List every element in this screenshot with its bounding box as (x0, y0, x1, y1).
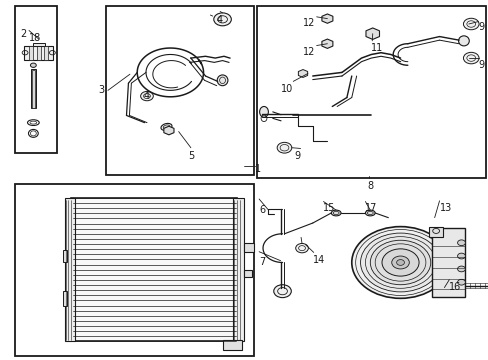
Ellipse shape (365, 210, 374, 216)
Bar (15, 6, 57, 153)
Text: 11: 11 (370, 43, 383, 53)
Ellipse shape (330, 210, 340, 216)
Bar (33, 42, 44, 46)
Text: 12: 12 (303, 18, 315, 28)
Bar (24, 46, 53, 60)
Text: 18: 18 (28, 33, 41, 43)
Circle shape (391, 256, 408, 269)
Polygon shape (321, 14, 332, 23)
Text: 16: 16 (448, 282, 461, 292)
Polygon shape (365, 28, 379, 40)
Text: 15: 15 (322, 203, 334, 213)
Bar (105, 6, 254, 175)
Bar (244, 270, 251, 277)
Circle shape (457, 266, 465, 272)
Bar (428, 227, 443, 237)
Bar (71, 198, 237, 341)
Ellipse shape (259, 107, 268, 117)
Text: 8: 8 (366, 181, 373, 191)
Ellipse shape (217, 75, 227, 86)
Text: 17: 17 (365, 203, 377, 213)
Bar (233, 198, 244, 341)
Bar (29, 46, 33, 60)
Text: 5: 5 (188, 150, 194, 161)
Text: 7: 7 (259, 257, 265, 267)
Text: 12: 12 (303, 46, 315, 57)
Polygon shape (298, 69, 307, 77)
Polygon shape (163, 126, 174, 135)
Circle shape (351, 226, 448, 298)
Bar (244, 243, 253, 252)
Circle shape (360, 233, 440, 292)
Text: 4: 4 (216, 15, 223, 25)
Circle shape (457, 253, 465, 259)
Bar (62, 250, 67, 262)
Circle shape (141, 91, 153, 101)
Circle shape (463, 52, 478, 64)
Ellipse shape (458, 36, 468, 46)
Bar (256, 6, 485, 178)
Circle shape (213, 13, 231, 26)
Bar (44, 46, 48, 60)
Circle shape (381, 249, 418, 276)
Circle shape (463, 18, 478, 30)
Text: 2: 2 (20, 30, 26, 39)
Bar (431, 228, 465, 297)
Text: 13: 13 (439, 203, 451, 213)
Bar (37, 46, 41, 60)
Circle shape (295, 243, 308, 253)
Bar (31, 69, 36, 108)
Text: 3: 3 (98, 85, 104, 95)
Circle shape (457, 279, 465, 285)
Text: 9: 9 (477, 60, 484, 70)
Text: 1: 1 (255, 164, 261, 174)
Bar (222, 339, 242, 350)
Circle shape (30, 63, 36, 67)
Text: 14: 14 (312, 255, 325, 265)
Circle shape (369, 240, 430, 285)
Text: 4: 4 (144, 91, 150, 101)
Text: 9: 9 (477, 22, 484, 32)
Circle shape (396, 260, 404, 265)
Text: 6: 6 (259, 205, 264, 215)
Bar (32, 69, 35, 108)
Ellipse shape (161, 123, 172, 130)
Bar (64, 198, 75, 341)
Text: 9: 9 (294, 150, 300, 161)
Text: 10: 10 (281, 84, 293, 94)
Bar (62, 291, 67, 306)
Polygon shape (321, 39, 332, 48)
Circle shape (457, 240, 465, 246)
Circle shape (277, 142, 291, 153)
Bar (15, 184, 254, 356)
Circle shape (273, 285, 291, 298)
